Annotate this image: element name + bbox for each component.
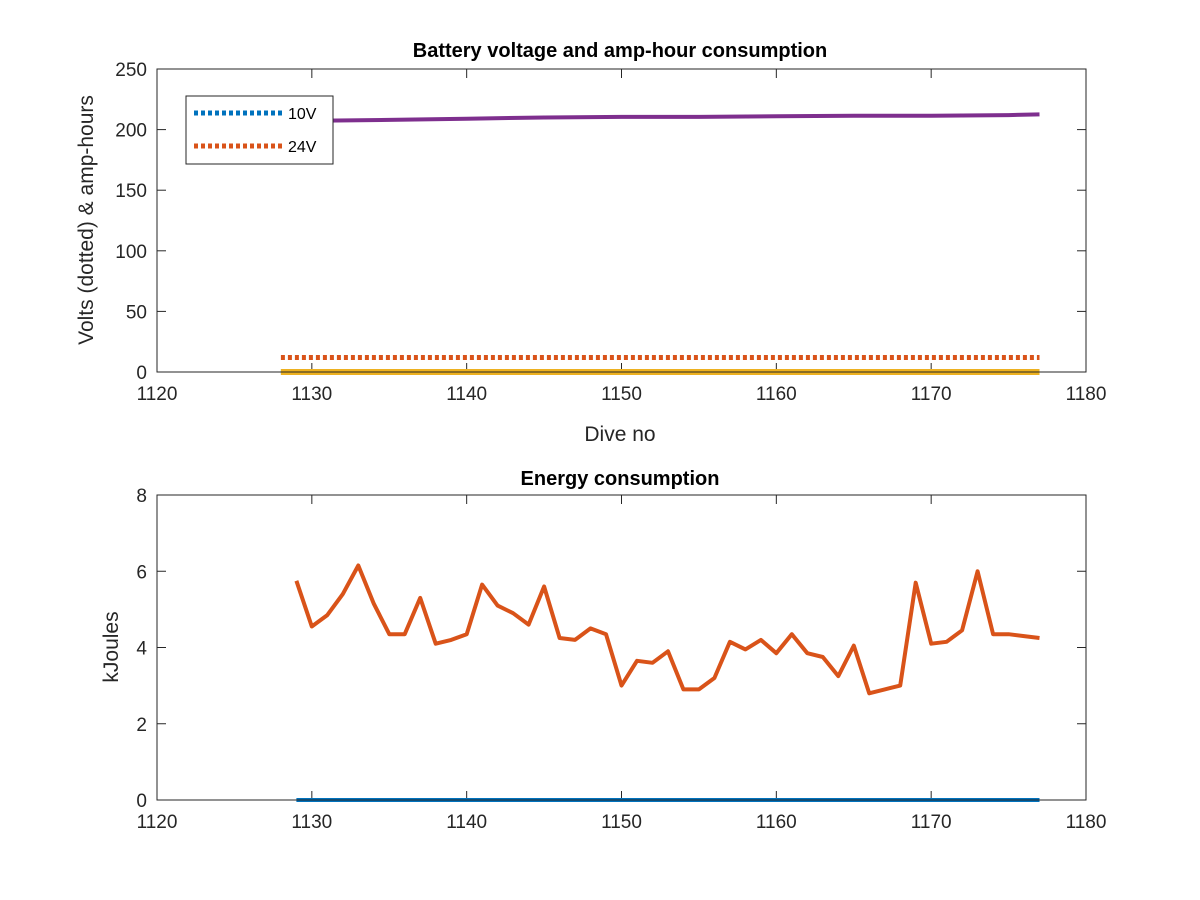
legend-label-24v: 24V bbox=[288, 139, 317, 156]
x-tick-label: 1150 bbox=[601, 384, 642, 405]
plot-lines bbox=[280, 112, 1040, 375]
x-tick-label: 1180 bbox=[1066, 384, 1107, 405]
legend: 10V 24V bbox=[185, 95, 334, 165]
x-tick-label: 1140 bbox=[446, 812, 487, 833]
plot-lines bbox=[294, 563, 1040, 802]
y-tick-label: 200 bbox=[115, 121, 147, 142]
chart-title: Battery voltage and amp-hour consumption bbox=[413, 40, 827, 62]
axes-box bbox=[156, 68, 1087, 373]
x-tick-label: 1170 bbox=[911, 812, 952, 833]
energy-consumption-chart: Energy consumption kJoules 1120 1130 1140 1… bbox=[100, 468, 1106, 833]
series-line-trace-2 bbox=[294, 563, 1040, 696]
x-tick-label: 1150 bbox=[601, 812, 642, 833]
voltage-amp-hour-chart: Battery voltage and amp-hour consumption… bbox=[75, 40, 1106, 446]
series-line-trace-4 bbox=[280, 112, 1040, 124]
x-tick-label: 1130 bbox=[291, 812, 332, 833]
y-tick-labels: 0 50 100 150 200 250 bbox=[115, 60, 1086, 384]
x-tick-labels: 1120 1130 1140 1150 1160 1170 1180 bbox=[137, 495, 1107, 833]
x-tick-label: 1160 bbox=[756, 384, 797, 405]
legend-label-10v: 10V bbox=[288, 106, 317, 123]
legend-box bbox=[185, 95, 334, 165]
axes-box bbox=[156, 494, 1087, 801]
y-tick-label: 100 bbox=[115, 242, 147, 263]
x-tick-label: 1130 bbox=[291, 384, 332, 405]
y-tick-label: 4 bbox=[136, 639, 147, 660]
x-tick-label: 1160 bbox=[756, 812, 797, 833]
y-tick-label: 250 bbox=[115, 60, 147, 81]
y-tick-label: 0 bbox=[136, 363, 147, 384]
y-tick-label: 6 bbox=[136, 562, 147, 583]
x-tick-label: 1120 bbox=[137, 812, 178, 833]
y-tick-label: 0 bbox=[136, 791, 147, 812]
x-tick-label: 1140 bbox=[446, 384, 487, 405]
x-axis-label: Dive no bbox=[584, 423, 655, 446]
y-axis-label: kJoules bbox=[100, 611, 123, 682]
y-tick-label: 8 bbox=[136, 486, 147, 507]
y-tick-label: 50 bbox=[126, 302, 147, 323]
x-tick-label: 1180 bbox=[1066, 812, 1107, 833]
y-tick-label: 150 bbox=[115, 181, 147, 202]
y-axis-label: Volts (dotted) & amp-hours bbox=[75, 95, 98, 345]
x-tick-label: 1120 bbox=[137, 384, 178, 405]
chart-title: Energy consumption bbox=[521, 468, 720, 490]
x-tick-label: 1170 bbox=[911, 384, 952, 405]
y-tick-label: 2 bbox=[136, 715, 147, 736]
